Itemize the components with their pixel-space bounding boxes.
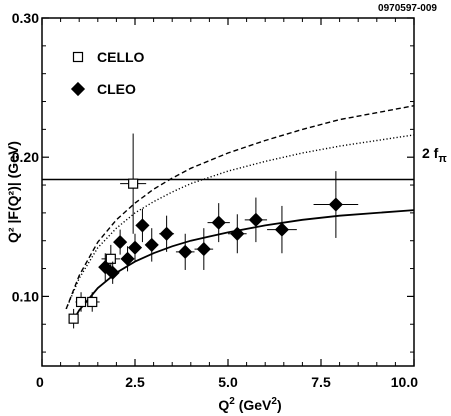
cleo-point [113,235,128,250]
legend-label: CELLO [97,49,145,65]
legend-label: CLEO [97,81,136,97]
legend-diamond-icon [70,81,86,97]
cleo-point [196,242,211,257]
x-tick-label: 7.5 [311,374,331,390]
x-axis-title-units: (GeV [235,397,272,413]
ref-line-label: 2 fπ [422,145,447,165]
y-tick-label: 0.30 [12,10,39,26]
x-axis-title-end: ) [277,397,282,413]
curve-dashed [65,105,414,310]
x-axis-title-q: Q [218,397,229,413]
cello-point [128,178,139,189]
x-tick-label: 10.0 [391,374,418,390]
y-tick-label: 0.10 [12,288,39,304]
cleo-point [274,222,290,237]
ref-line-label-main: 2 f [422,145,439,161]
cleo-point [159,226,174,241]
cleo-point [127,240,143,255]
cleo-point [248,212,263,227]
curve-dotted [65,134,414,310]
x-tick-label: 0 [36,374,44,390]
x-axis-title: Q2 (GeV2) [218,396,281,413]
cello-point [105,253,116,264]
ref-line-label-sub: π [438,153,447,165]
curve-solid [71,209,414,324]
y-axis-title: Q² |F(Q²)| (GeV) [5,141,21,243]
figure-id: 0970597-009 [378,3,437,14]
cello-point [68,313,79,324]
y-tick-label: 0.20 [12,149,39,165]
cleo-point [105,265,120,280]
cello-point [75,296,87,308]
x-tick-label: 5.0 [218,374,238,390]
x-tick-label: 2.5 [125,374,145,390]
legend-square-icon [72,51,84,63]
cleo-point [230,226,245,241]
plot-frame [41,17,415,367]
x-axis-title-sup: 2 [229,396,235,407]
cleo-point [144,237,159,252]
cleo-point [211,215,226,230]
cello-point [87,296,98,308]
cleo-point [120,251,135,266]
cleo-point [178,244,193,259]
cleo-point [135,218,150,233]
cleo-point [328,197,343,212]
x-axis-title-units-sup: 2 [271,396,277,407]
